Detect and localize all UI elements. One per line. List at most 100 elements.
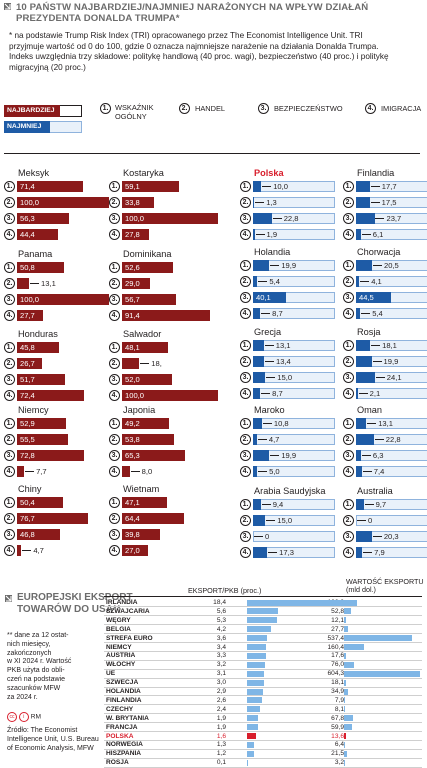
panel-country-name: Holandia xyxy=(254,247,290,257)
panel-bar xyxy=(253,229,255,240)
panel-value-label: 22,8 xyxy=(284,213,299,224)
table-bar-export-gdp xyxy=(247,600,350,606)
panel-index-icon: 1. xyxy=(343,340,354,351)
panel-value-label: 20,3 xyxy=(384,531,399,542)
panel-value-label: 13,4 xyxy=(276,356,291,367)
panel-value-label: 48,1 xyxy=(125,342,140,353)
panel-value-label: 5,0 xyxy=(269,466,280,477)
panel-index-icon: 1. xyxy=(343,260,354,271)
panel-index-icon: 1. xyxy=(343,418,354,429)
panel-index-icon: 1. xyxy=(240,340,251,351)
panel-bar xyxy=(122,466,130,477)
legend-index-3-icon: 3. xyxy=(258,103,269,114)
footnote-line: czeń na podstawie xyxy=(7,676,107,685)
panel-index-icon: 4. xyxy=(4,466,15,477)
footnote-line: zakończonych xyxy=(7,650,107,659)
table-bar-export-value xyxy=(344,733,346,739)
panel-country-name: Oman xyxy=(357,405,382,415)
panel-bar xyxy=(122,358,139,369)
panel-value-label: 46,8 xyxy=(20,529,35,540)
by-icon: i xyxy=(19,712,29,722)
table-bar-export-value xyxy=(344,680,346,686)
panel-value-label: 0 xyxy=(368,515,372,526)
panel-index-icon: 4. xyxy=(109,545,120,556)
panel-index-icon: 1. xyxy=(240,260,251,271)
panel-value-label: 17,3 xyxy=(279,547,294,558)
footnote-line: za 2024 r. xyxy=(7,694,107,703)
footnote-line: nich miesięcy, xyxy=(7,641,107,650)
panel-bar xyxy=(356,466,362,477)
panel-index-icon: 3. xyxy=(109,450,120,461)
panel-country-name: Meksyk xyxy=(18,168,49,178)
panel-index-icon: 3. xyxy=(4,213,15,224)
panel-value-label: 56,3 xyxy=(20,213,35,224)
panel-label-leader xyxy=(375,218,384,219)
panel-index-icon: 1. xyxy=(343,181,354,192)
panel-index-icon: 3. xyxy=(343,531,354,542)
panel-index-icon: 2. xyxy=(109,358,120,369)
panel-index-icon: 4. xyxy=(109,390,120,401)
panel-index-icon: 1. xyxy=(4,181,15,192)
panel-index-icon: 2. xyxy=(343,434,354,445)
panel-label-leader xyxy=(363,471,372,472)
table-bar-export-gdp xyxy=(247,644,266,650)
panel-label-leader xyxy=(256,234,265,235)
panel-bar xyxy=(356,308,360,319)
panel-index-icon: 4. xyxy=(109,310,120,321)
panel-bar xyxy=(356,388,358,399)
panel-bar xyxy=(356,450,361,461)
panel-label-leader xyxy=(376,377,385,378)
col-export-gdp-header: EKSPORT/PKB (proc.) xyxy=(188,587,261,595)
panel-index-icon: 1. xyxy=(109,262,120,273)
panel-country-name: Wietnam xyxy=(123,484,159,494)
table-bar-export-gdp xyxy=(247,697,262,703)
panel-index-icon: 3. xyxy=(4,529,15,540)
panel-bar xyxy=(356,260,372,271)
table-bar-export-value xyxy=(344,608,351,614)
panel-label-leader xyxy=(261,393,270,394)
table-bar-export-gdp xyxy=(247,706,260,712)
panel-bar xyxy=(356,229,361,240)
panel-index-icon: 4. xyxy=(109,466,120,477)
panel-value-label: 27,8 xyxy=(125,229,140,240)
panel-index-icon: 3. xyxy=(240,372,251,383)
panel-label-leader xyxy=(268,552,277,553)
panel-value-label: 7,4 xyxy=(374,466,385,477)
panel-value-label: 4,7 xyxy=(33,545,44,556)
panel-value-label: 52,0 xyxy=(125,374,140,385)
panel-value-label: 49,2 xyxy=(125,418,140,429)
panel-value-label: 19,9 xyxy=(384,356,399,367)
panel-country-name: Panama xyxy=(18,249,52,259)
panel-label-leader xyxy=(357,520,366,521)
panel-index-icon: 4. xyxy=(240,229,251,240)
panel-label-leader xyxy=(361,313,370,314)
panel-country-name: Dominikana xyxy=(123,249,172,259)
legend-most-label: NAJBARDZIEJ xyxy=(4,105,60,117)
panel-value-label: 100,0 xyxy=(125,390,144,401)
table-bar-export-value xyxy=(344,662,354,668)
panel-bar xyxy=(17,545,21,556)
panel-index-icon: 1. xyxy=(109,181,120,192)
panel-value-label: 44,5 xyxy=(359,292,374,303)
panel-value-label: 47,1 xyxy=(125,497,140,508)
panel-label-leader xyxy=(362,455,371,456)
panel-index-icon: 4. xyxy=(343,388,354,399)
panel-value-label: 72,4 xyxy=(20,390,35,401)
table-bar-export-value xyxy=(344,697,345,703)
table-bar-export-gdp xyxy=(247,653,266,659)
table-bar-export-value xyxy=(344,626,348,632)
panel-label-leader xyxy=(22,550,31,551)
table-bar-export-gdp xyxy=(247,689,263,695)
panel-bar xyxy=(356,531,372,542)
panel-index-icon: 1. xyxy=(343,499,354,510)
panel-index-icon: 4. xyxy=(343,229,354,240)
table-bar-export-gdp xyxy=(247,671,264,677)
table-bar-export-value xyxy=(344,644,364,650)
panel-bar xyxy=(253,340,264,351)
panel-bar xyxy=(356,434,374,445)
panel-value-label: 15,0 xyxy=(277,515,292,526)
table-bar-export-gdp xyxy=(247,742,254,748)
col-export-value-header: WARTOŚĆ EKSPORTU (mld dol.) xyxy=(346,578,424,594)
panel-bar-track xyxy=(253,515,335,526)
panel-bar xyxy=(356,340,370,351)
